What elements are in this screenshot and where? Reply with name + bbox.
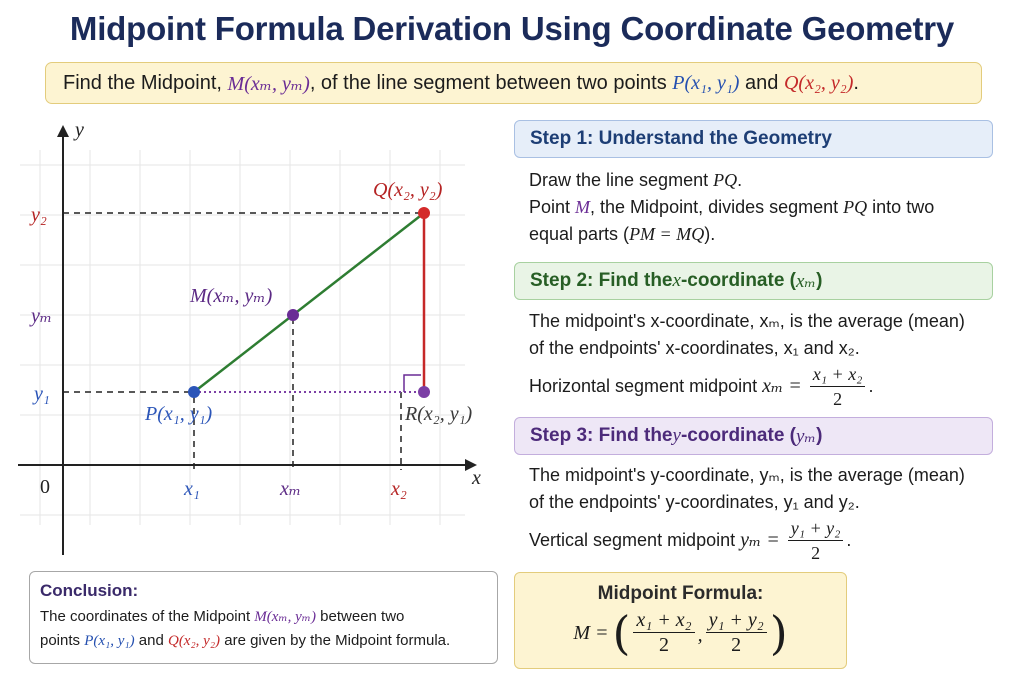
banner-point-m: M(xₘ, yₘ)	[227, 72, 310, 95]
x-axis-label: x	[471, 467, 481, 489]
point-r	[418, 386, 430, 398]
page-title: Midpoint Formula Derivation Using Coordi…	[69, 10, 955, 47]
coordinate-diagram: x y 0 Q(x₂, y₂) M(xₘ, yₘ) P(x₁, y₁) R(x₂…	[18, 119, 481, 555]
formula-x-fraction: x₁ + x₂ 2	[633, 609, 695, 657]
step3-line2: of the endpoints' y-coordinates, y₁ and …	[529, 492, 860, 512]
guide-lines	[63, 212, 420, 470]
formula-heading: Midpoint Formula:	[597, 583, 764, 604]
banner-prefix: Find the Midpoint,	[63, 71, 222, 94]
right-paren: )	[769, 606, 788, 660]
y-axis-arrow-icon	[57, 125, 69, 137]
tick-label-xm: xₘ	[279, 478, 301, 500]
segment-pq	[193, 212, 425, 393]
y-axis-label: y	[73, 119, 84, 141]
tick-label-y1: y₁	[32, 383, 50, 405]
tick-label-x2: x₂	[390, 478, 407, 500]
problem-statement: Find the Midpoint, M(xₘ, yₘ), of the lin…	[45, 62, 982, 104]
step3-body: The midpoint's y-coordinate, yₘ, is the …	[529, 462, 999, 565]
conclusion-box: Conclusion: The coordinates of the Midpo…	[29, 571, 498, 664]
step3-equation: Vertical segment midpoint yₘ = y₁ + y₂ 2.	[529, 517, 852, 565]
point-p	[188, 386, 200, 398]
step2-equation: Horizontal segment midpoint xₘ = x₁ + x₂…	[529, 363, 874, 411]
step3-line1: The midpoint's y-coordinate, yₘ, is the …	[529, 465, 965, 485]
step2-fraction: x₁ + x₂ 2	[809, 363, 866, 411]
label-point-r: R(x₂, y₁)	[404, 403, 473, 425]
midpoint-formula-box: Midpoint Formula: M = ( x₁ + x₂ 2 , y₁ + …	[514, 572, 847, 669]
step1-heading: Step 1: Understand the Geometry	[514, 120, 993, 158]
step1-line2: Point M, the Midpoint, divides segment P…	[529, 197, 935, 217]
origin-label: 0	[40, 476, 50, 498]
label-point-p: P(x₁, y₁)	[144, 403, 213, 425]
formula-y-fraction: y₁ + y₂ 2	[705, 609, 767, 657]
midpoint-formula: M = ( x₁ + x₂ 2 , y₁ + y₂ 2 )	[573, 606, 788, 660]
left-paren: (	[612, 606, 631, 660]
step2-line2: of the endpoints' x-coordinates, x₁ and …	[529, 338, 860, 358]
step2-body: The midpoint's x-coordinate, xₘ, is the …	[529, 308, 999, 411]
right-angle-marker	[403, 374, 421, 392]
point-q	[418, 207, 430, 219]
step1-body: Draw the line segment PQ. Point M, the M…	[529, 167, 999, 248]
tick-label-x1: x₁	[183, 478, 200, 500]
banner-middle: , of the line segment between two points	[309, 71, 667, 94]
step3-fraction: y₁ + y₂ 2	[787, 517, 844, 565]
step1-line3: equal parts (PM = MQ).	[529, 224, 716, 244]
conclusion-heading: Conclusion:	[40, 581, 139, 600]
tick-label-y2: y₂	[29, 204, 47, 226]
step2-line1: The midpoint's x-coordinate, xₘ, is the …	[529, 311, 965, 331]
banner-suffix: .	[853, 71, 859, 94]
banner-point-q: Q(x₂, y₂)	[783, 71, 854, 94]
point-m	[287, 309, 299, 321]
x-axis-arrow-icon	[465, 459, 477, 471]
tick-label-ym: yₘ	[29, 305, 52, 327]
label-point-q: Q(x₂, y₂)	[373, 179, 443, 201]
conclusion-text: The coordinates of the Midpoint M(xₘ, yₘ…	[40, 608, 451, 649]
banner-and: and	[745, 71, 779, 94]
grid	[20, 150, 465, 525]
banner-point-p: P(x₁, y₁)	[672, 71, 740, 94]
step2-heading: Step 2: Find the x -coordinate (xₘ)	[514, 262, 993, 300]
label-point-m: M(xₘ, yₘ)	[189, 285, 273, 307]
step1-line1: Draw the line segment PQ.	[529, 170, 743, 190]
step3-heading: Step 3: Find the y -coordinate (yₘ)	[514, 417, 993, 455]
